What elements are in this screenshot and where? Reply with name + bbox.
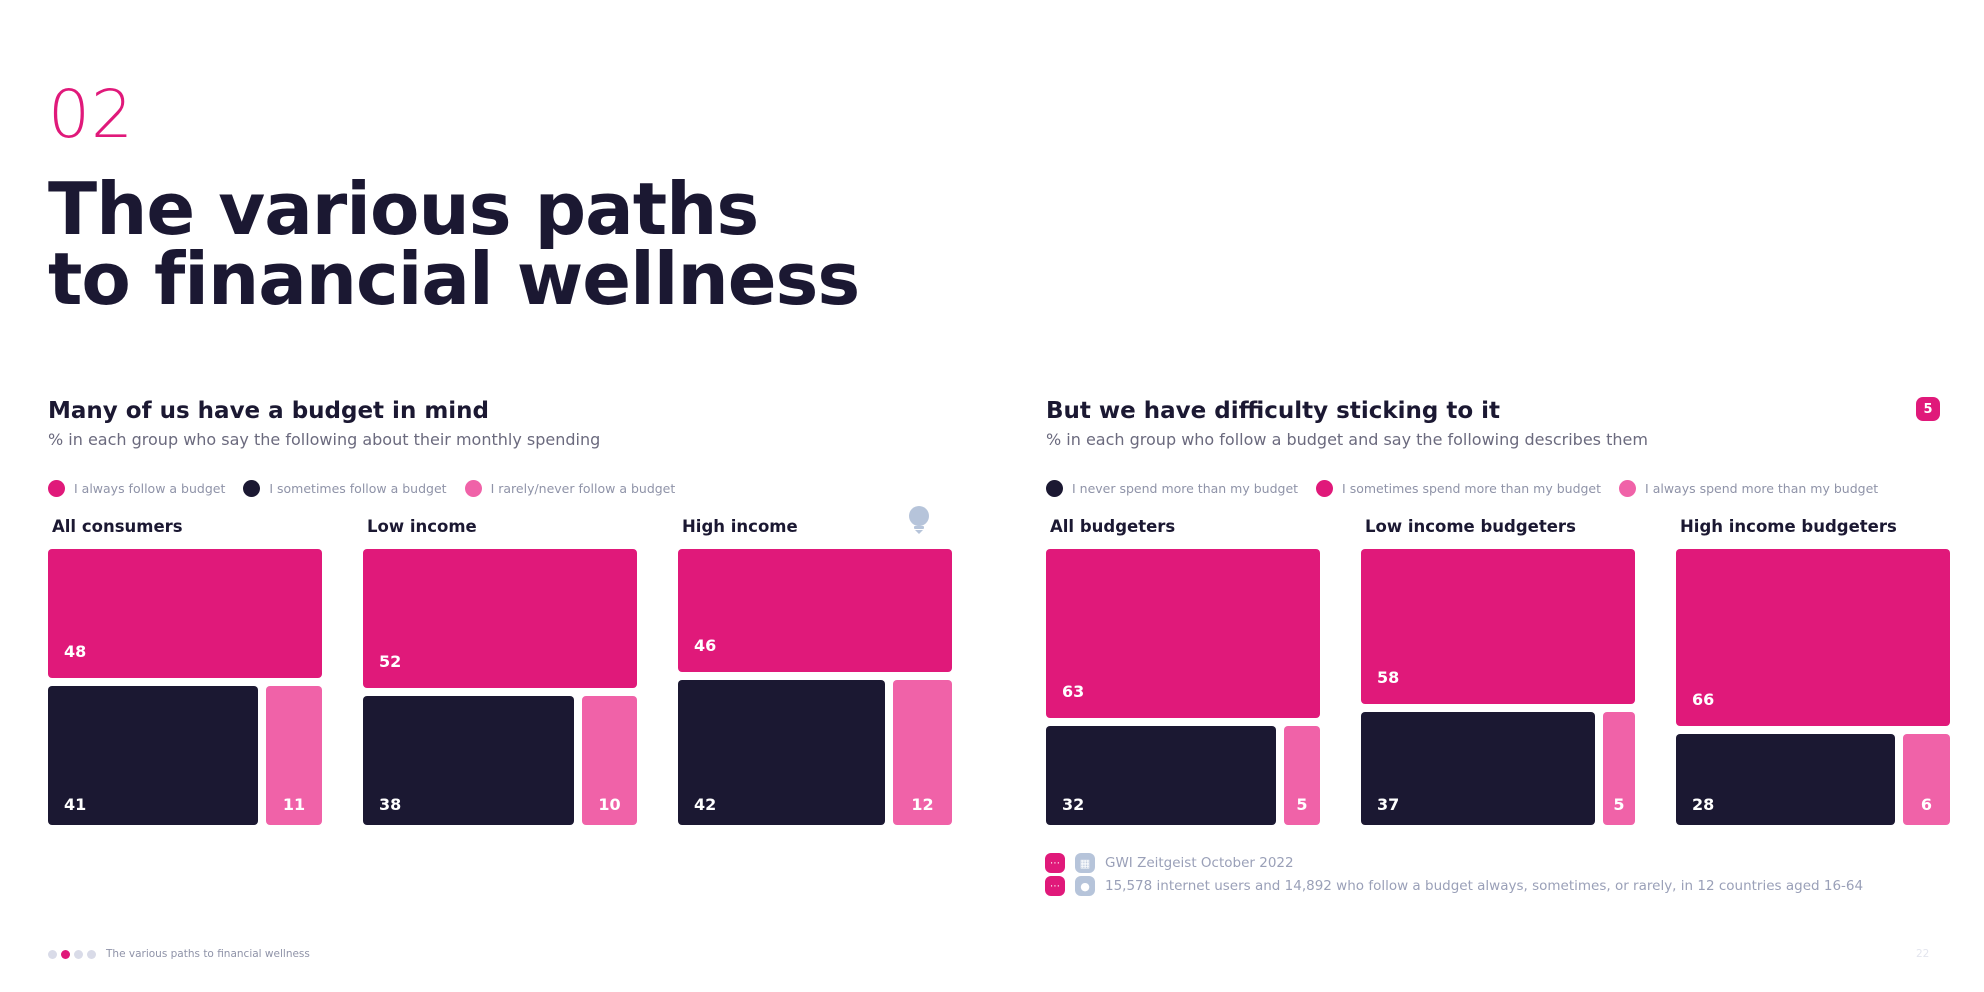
base-icon: ⋯ <box>1045 876 1065 896</box>
treemap-block-bottom-right <box>893 680 952 825</box>
legend-label: I sometimes follow a budget <box>269 481 447 496</box>
data-label: 28 <box>1692 795 1715 814</box>
footer-title: The various paths to financial wellness <box>106 948 310 960</box>
treemap-block-bottom-right <box>266 686 322 825</box>
legend-label: I always follow a budget <box>74 481 226 496</box>
treemap-block-bottom-left <box>363 696 574 825</box>
data-label: 38 <box>379 795 402 814</box>
treemap-block-top <box>48 549 322 678</box>
legend-label: I always spend more than my budget <box>1645 481 1879 496</box>
treemap-block-top <box>678 549 952 672</box>
legend-item: I always spend more than my budget <box>1619 480 1878 497</box>
legend-item: I rarely/never follow a budget <box>464 480 676 497</box>
treemap-block-bottom-right <box>1903 734 1950 825</box>
left-panel-subtitle: % in each group who say the following ab… <box>48 430 601 449</box>
chart-title: High income budgeters <box>1680 517 1897 536</box>
page-title-line-1: The various paths <box>48 167 759 251</box>
page-dot[interactable] <box>87 949 96 959</box>
people-icon: ● <box>1075 876 1095 896</box>
data-label: 41 <box>64 795 87 814</box>
source-text: GWI Zeitgeist October 2022 <box>1105 855 1294 871</box>
data-label: 46 <box>694 636 717 655</box>
treemap-block-bottom-left <box>1046 726 1276 825</box>
lightbulb-icon[interactable] <box>908 505 930 535</box>
legend-swatch <box>48 480 65 497</box>
data-label: 10 <box>598 795 621 814</box>
treemap-block-bottom-right <box>1284 726 1320 825</box>
chart-title: Low income <box>367 517 477 536</box>
legend-swatch <box>464 480 482 497</box>
data-label: 11 <box>282 795 306 814</box>
chart-title: High income <box>682 517 798 536</box>
treemap-block-top <box>1676 549 1950 726</box>
page-number: 22 <box>1916 948 1930 960</box>
page-dot-active[interactable] <box>61 949 70 959</box>
data-label: 12 <box>911 795 934 814</box>
base-note: ⋯ ● 15,578 internet users and 14,892 who… <box>1045 876 1863 896</box>
source-note: ⋯ ▦ GWI Zeitgeist October 2022 <box>1045 853 1294 873</box>
source-icon: ⋯ <box>1045 853 1065 873</box>
legend-label: I sometimes spend more than my budget <box>1342 481 1602 496</box>
info-badge[interactable]: 5 <box>1916 397 1940 421</box>
legend-swatch <box>243 480 261 497</box>
chart-title: All consumers <box>52 517 183 536</box>
data-label: 66 <box>1692 690 1715 709</box>
left-panel-title: Many of us have a budget in mind <box>48 398 490 424</box>
treemap-block-bottom-left <box>48 686 258 825</box>
data-label: 42 <box>694 795 717 814</box>
chart-title: All budgeters <box>1050 517 1176 536</box>
treemap-block-top <box>1046 549 1320 718</box>
treemap-block-bottom-left <box>678 680 885 825</box>
data-label: 6 <box>1920 795 1933 814</box>
treemap-block-bottom-right <box>1603 712 1635 825</box>
page-title-line-2: to financial wellness <box>48 237 860 321</box>
data-label: 48 <box>64 642 87 661</box>
data-label: 37 <box>1377 795 1400 814</box>
data-label: 32 <box>1062 795 1085 814</box>
legend-swatch <box>1316 480 1334 497</box>
page-title: The various paths to financial wellness <box>48 167 860 321</box>
legend-label: I rarely/never follow a budget <box>490 481 676 496</box>
right-legend: I never spend more than my budget I some… <box>1046 480 1896 497</box>
legend-swatch <box>1046 480 1063 497</box>
data-label: 5 <box>1613 795 1625 814</box>
treemap-block-bottom-left <box>1676 734 1895 825</box>
base-text: 15,578 internet users and 14,892 who fol… <box>1105 878 1864 894</box>
right-panel-title: But we have difficulty sticking to it <box>1046 398 1501 424</box>
legend-swatch <box>1619 480 1637 497</box>
page-dot[interactable] <box>48 949 57 959</box>
chart-title: Low income budgeters <box>1365 517 1576 536</box>
data-label: 5 <box>1296 795 1308 814</box>
right-panel-subtitle: % in each group who follow a budget and … <box>1046 430 1648 449</box>
treemap-block-bottom-left <box>1361 712 1595 825</box>
legend-item: I sometimes spend more than my budget <box>1316 480 1601 497</box>
left-legend: I always follow a budget I sometimes fol… <box>48 480 693 497</box>
legend-item: I always follow a budget <box>48 480 225 497</box>
treemap-block-bottom-right <box>582 696 637 825</box>
data-label: 52 <box>379 652 402 671</box>
data-label: 58 <box>1377 668 1400 687</box>
treemap-block-top <box>1361 549 1635 704</box>
legend-item: I never spend more than my budget <box>1046 480 1298 497</box>
legend-label: I never spend more than my budget <box>1072 481 1299 496</box>
section-number: 02 <box>48 76 134 153</box>
treemap-block-top <box>363 549 637 688</box>
data-label: 63 <box>1062 682 1085 701</box>
footer: The various paths to financial wellness <box>48 948 310 960</box>
page-dot[interactable] <box>74 949 83 959</box>
legend-item: I sometimes follow a budget <box>243 480 447 497</box>
calendar-icon: ▦ <box>1075 853 1095 873</box>
